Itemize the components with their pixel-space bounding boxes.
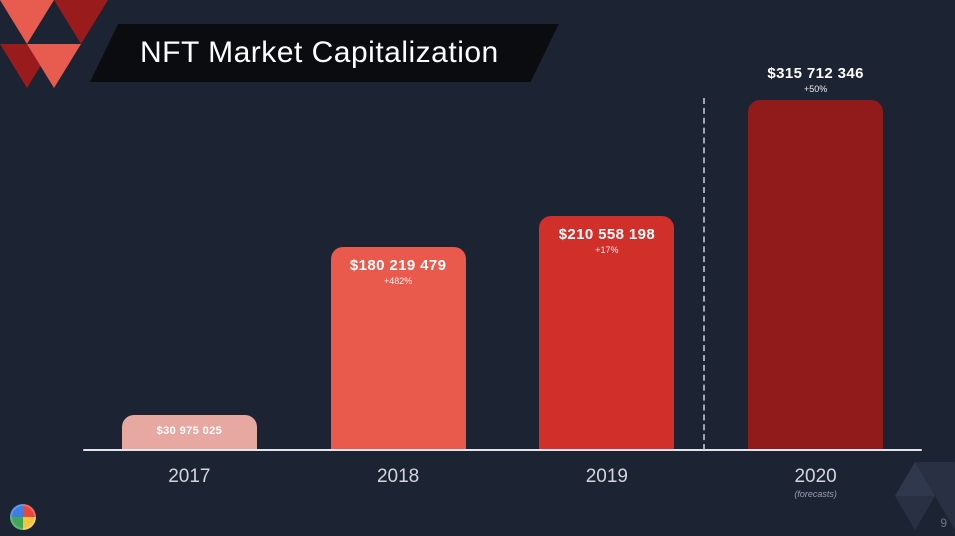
x-label-2020: 2020(forecasts) — [732, 456, 899, 498]
bar-2018: $180 219 479 +482% — [315, 100, 482, 450]
bar-value-text: $180 219 479 — [331, 257, 466, 274]
x-label-year: 2020 — [732, 466, 899, 488]
x-axis-line — [83, 449, 922, 451]
x-axis-labels: 2017 2018 2019 2020(forecasts) — [85, 456, 920, 498]
bar-pct-text: +17% — [539, 245, 674, 255]
bar-pct-text: +50% — [748, 84, 883, 94]
bar-pct-text: +482% — [331, 276, 466, 286]
bar-2020: $315 712 346+50% — [732, 100, 899, 450]
market-cap-chart: $30 975 025 $180 219 479 +482% $210 558 198… — [85, 100, 920, 498]
x-label-year: 2017 — [106, 466, 273, 488]
x-label-year: 2019 — [523, 466, 690, 488]
bar-value-text: $30 975 025 — [122, 425, 257, 437]
x-label-2017: 2017 — [106, 456, 273, 498]
corner-triangles-top-left — [0, 0, 120, 110]
page-number: 9 — [940, 516, 947, 530]
bar-label: $30 975 025 — [122, 425, 257, 437]
bar-label: $315 712 346 +50% — [748, 65, 883, 94]
x-label-2019: 2019 — [523, 456, 690, 498]
bar-label: $210 558 198 +17% — [539, 226, 674, 255]
footer-logo — [10, 504, 36, 530]
bar-value-text: $210 558 198 — [539, 226, 674, 243]
bar-rect: $210 558 198 +17% — [539, 216, 674, 451]
bar-rect: $315 712 346+50% — [748, 100, 883, 450]
bar-value-text: $315 712 346 — [748, 65, 883, 82]
x-label-2018: 2018 — [315, 456, 482, 498]
x-label-year: 2018 — [315, 466, 482, 488]
bar-2017: $30 975 025 — [106, 100, 273, 450]
chart-bars: $30 975 025 $180 219 479 +482% $210 558 198… — [85, 100, 920, 450]
x-label-subtext: (forecasts) — [732, 489, 899, 499]
slide-title: NFT Market Capitalization — [140, 36, 499, 70]
forecast-divider — [703, 98, 705, 450]
bar-rect: $30 975 025 — [122, 415, 257, 450]
title-banner: NFT Market Capitalization — [90, 24, 559, 82]
bar-label: $180 219 479 +482% — [331, 257, 466, 286]
bar-2019: $210 558 198 +17% — [523, 100, 690, 450]
bar-rect: $180 219 479 +482% — [331, 247, 466, 450]
